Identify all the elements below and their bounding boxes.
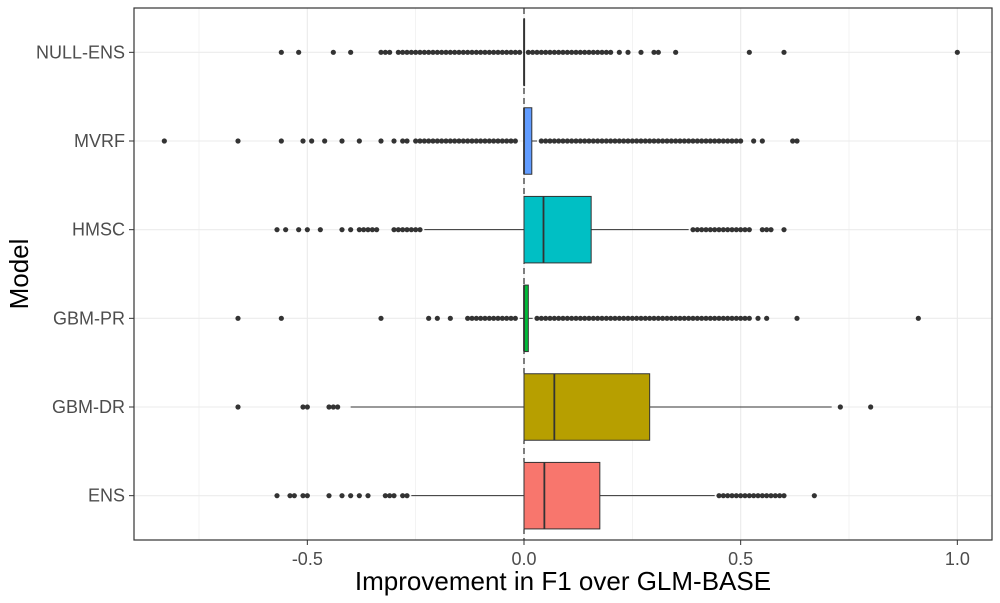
outlier-point [305,404,310,409]
outlier-point [404,493,409,498]
x-axis-title: Improvement in F1 over GLM-BASE [355,566,771,596]
outlier-point [755,316,760,321]
outlier-point [868,404,873,409]
outlier-point [235,404,240,409]
x-tick-label: -0.5 [292,549,323,569]
outlier-point [274,227,279,232]
outlier-point [348,493,353,498]
outlier-point [322,138,327,143]
y-tick-label: ENS [88,486,125,506]
box-series-gbm-dr [235,374,873,441]
outlier-point [309,138,314,143]
outlier-point [781,50,786,55]
outlier-point [751,138,756,143]
outlier-point [357,493,362,498]
outlier-point [365,493,370,498]
outlier-point [747,316,752,321]
outlier-point [279,316,284,321]
box-iqr [524,374,650,441]
outlier-point [387,50,392,55]
outlier-point [794,316,799,321]
outlier-point [391,493,396,498]
outlier-point [235,138,240,143]
outlier-point [794,138,799,143]
outlier-point [305,227,310,232]
grid [134,8,992,540]
outlier-point [517,50,522,55]
outlier-point [638,50,643,55]
outlier-point [768,227,773,232]
outlier-point [391,138,396,143]
outlier-point [235,316,240,321]
box-layer [162,19,960,529]
outlier-point [374,227,379,232]
outlier-point [318,227,323,232]
x-axis: -0.5 0.0 0.5 1.0 [292,540,970,569]
outlier-point [378,138,383,143]
outlier-point [296,227,301,232]
outlier-point [435,316,440,321]
outlier-point [339,493,344,498]
outlier-point [608,50,613,55]
outlier-point [296,50,301,55]
outlier-point [656,50,661,55]
outlier-point [760,138,765,143]
y-axis-title: Model [4,239,34,310]
outlier-point [513,316,518,321]
outlier-point [305,493,310,498]
outlier-point [764,316,769,321]
outlier-point [357,138,362,143]
outlier-point [838,404,843,409]
outlier-point [404,138,409,143]
outlier-point [812,493,817,498]
box-iqr [524,108,532,175]
outlier-point [279,138,284,143]
outlier-point [738,138,743,143]
outlier-point [617,50,622,55]
outlier-point [279,50,284,55]
outlier-point [417,227,422,232]
y-tick-label: GBM-DR [52,397,125,417]
y-tick-label: GBM-PR [53,308,125,328]
panel-border [134,8,992,540]
box-series-hmsc [274,196,786,263]
outlier-point [426,316,431,321]
outlier-point [162,138,167,143]
y-tick-label: MVRF [74,131,125,151]
outlier-point [331,50,336,55]
y-tick-label: HMSC [72,220,125,240]
outlier-point [283,227,288,232]
outlier-point [513,138,518,143]
outlier-point [625,50,630,55]
y-tick-label: NULL-ENS [36,42,125,62]
outlier-point [335,404,340,409]
outlier-point [274,493,279,498]
y-axis: ENS GBM-DR GBM-PR HMSC MVRF NULL-ENS [36,42,134,505]
outlier-point [326,493,331,498]
outlier-point [747,50,752,55]
outlier-point [781,227,786,232]
outlier-point [673,50,678,55]
outlier-point [348,50,353,55]
outlier-point [781,493,786,498]
outlier-point [339,138,344,143]
outlier-point [378,316,383,321]
x-tick-label: 1.0 [945,549,970,569]
box-iqr [524,462,600,528]
outlier-point [916,316,921,321]
outlier-point [955,50,960,55]
outlier-point [300,138,305,143]
outlier-point [348,227,353,232]
outlier-point [448,316,453,321]
outlier-point [292,493,297,498]
box-iqr [524,196,591,263]
outlier-point [339,227,344,232]
outlier-point [747,227,752,232]
